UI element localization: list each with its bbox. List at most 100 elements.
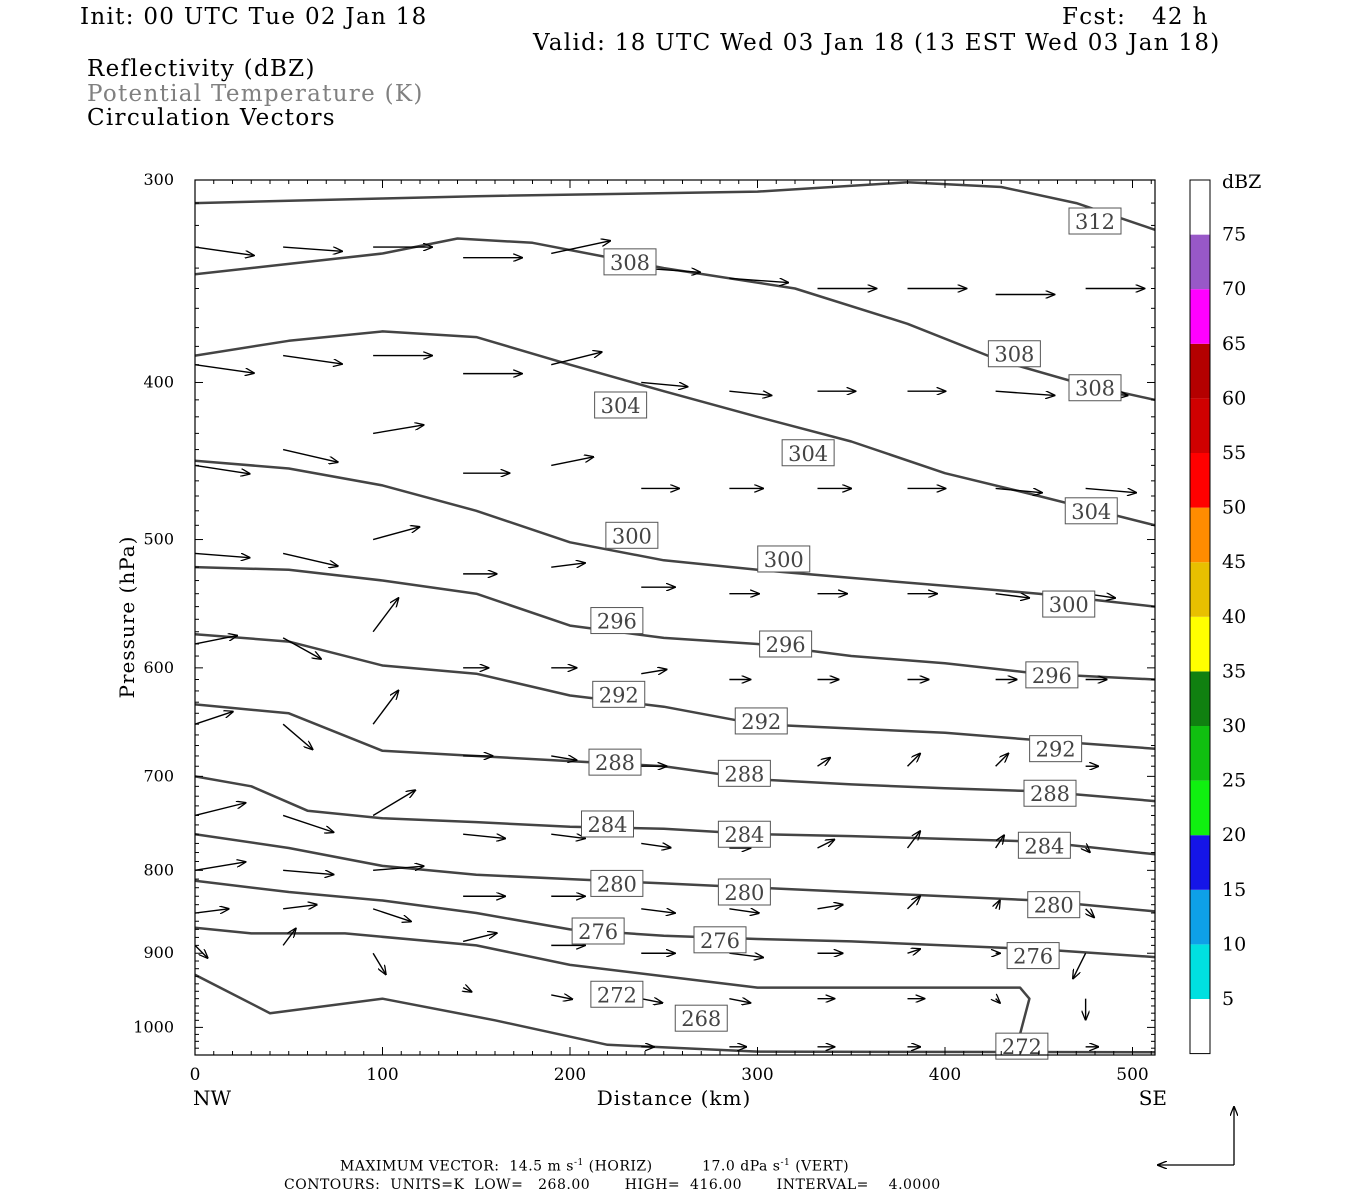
max-vector-label: MAXIMUM VECTOR: xyxy=(340,1158,500,1175)
circulation-vector xyxy=(729,277,788,282)
colorbar-segment xyxy=(1190,453,1210,508)
colorbar-label: 20 xyxy=(1222,824,1246,846)
colorbar-label: 50 xyxy=(1222,497,1246,519)
circulation-vector xyxy=(194,862,245,872)
colorbar-title: dBZ xyxy=(1222,171,1261,193)
contour-label: 272 xyxy=(597,983,637,1007)
contour-label: 276 xyxy=(1013,945,1053,969)
field-potential-temperature: Potential Temperature (K) xyxy=(87,81,424,107)
x-axis-title: Distance (km) xyxy=(597,1086,752,1110)
circulation-vector xyxy=(551,834,585,838)
x-tick-label: 100 xyxy=(366,1065,398,1085)
circulation-vector xyxy=(463,833,505,838)
contour-label: 308 xyxy=(1075,377,1115,401)
colorbar-segment xyxy=(1190,671,1210,726)
circulation-vector xyxy=(995,487,1042,492)
valid-time: Valid: 18 UTC Wed 03 Jan 18 (13 EST Wed … xyxy=(533,30,1221,56)
circulation-vector xyxy=(551,995,572,999)
colorbar-segment xyxy=(1190,726,1210,781)
contour-label-box xyxy=(674,1004,728,1032)
theta-contour-304 xyxy=(195,330,1155,527)
contour-label: 312 xyxy=(1075,210,1115,234)
contour-label: 296 xyxy=(766,633,806,657)
circulation-vector xyxy=(1073,952,1087,978)
y-tick-label: 1000 xyxy=(133,1017,174,1036)
circulation-vector xyxy=(817,905,843,909)
circulation-vector xyxy=(194,636,237,645)
x-tick-label: 200 xyxy=(554,1065,586,1085)
colorbar-segment xyxy=(1190,398,1210,453)
circulation-vector xyxy=(462,933,497,943)
colorbar-label: 60 xyxy=(1222,387,1246,409)
theta-contour-312 xyxy=(195,181,1155,231)
colorbar-segment xyxy=(1190,944,1210,999)
contour-label-box xyxy=(781,439,835,467)
colorbar-segment xyxy=(1190,999,1210,1054)
circulation-vector xyxy=(372,691,398,725)
contour-label: 276 xyxy=(700,929,740,953)
circulation-vector xyxy=(817,840,835,849)
contour-label-box xyxy=(1042,590,1096,618)
circulation-vector xyxy=(996,900,1000,908)
circulation-vector xyxy=(907,949,921,953)
colorbar-segment xyxy=(1190,343,1210,399)
theta-contour-284 xyxy=(195,775,1155,856)
circulation-vector xyxy=(729,953,763,957)
contour-label-box xyxy=(1064,497,1118,525)
vert-exponent: -1 xyxy=(780,1158,791,1168)
circulation-vector xyxy=(906,831,921,849)
contour-label-box xyxy=(734,707,788,735)
circulation-vector xyxy=(372,527,419,541)
contour-label-box xyxy=(693,926,747,954)
horiz-unit: (HORIZ) xyxy=(588,1158,653,1175)
circulation-vector xyxy=(194,464,250,473)
colorbar-label: 40 xyxy=(1222,606,1246,628)
contour-label-box xyxy=(1029,735,1083,763)
y-tick-label: 400 xyxy=(143,372,174,391)
circulation-vector xyxy=(1085,487,1136,492)
contour-label-box xyxy=(588,748,642,776)
circulation-vector xyxy=(194,246,254,255)
contour-label-box xyxy=(605,521,659,549)
contour-label: 280 xyxy=(597,872,637,896)
horiz-value: 14.5 m s xyxy=(509,1158,574,1175)
y-axis-title: Pressure (hPa) xyxy=(115,536,139,699)
colorbar-segment xyxy=(1190,234,1210,290)
colorbar-label: 65 xyxy=(1222,333,1246,355)
contour-label: 276 xyxy=(578,920,618,944)
contour-label: 288 xyxy=(724,762,764,786)
vert-value: 17.0 dPa s xyxy=(702,1158,781,1175)
contour-label-box xyxy=(717,759,771,787)
y-tick-label: 900 xyxy=(143,943,174,962)
contour-label: 284 xyxy=(1024,834,1064,858)
circulation-vector xyxy=(729,999,750,1003)
circulation-vector xyxy=(372,598,398,633)
circulation-vector xyxy=(373,866,423,872)
contour-label: 296 xyxy=(1032,664,1072,688)
circulation-vector xyxy=(282,637,321,659)
colorbar-label: 70 xyxy=(1222,278,1246,300)
contour-label-box xyxy=(1068,207,1122,235)
contour-label-box xyxy=(592,680,646,708)
circulation-vector xyxy=(551,756,576,760)
contour-label-box xyxy=(759,630,813,658)
contour-label: 300 xyxy=(764,548,804,572)
contour-label-box xyxy=(1068,374,1122,402)
circulation-vector xyxy=(194,712,233,725)
circulation-vector xyxy=(551,563,585,567)
theta-contour-300 xyxy=(195,459,1155,608)
x-end-label-se: SE xyxy=(1139,1086,1167,1110)
theta-contour-280 xyxy=(195,832,1155,913)
x-tick-label: 400 xyxy=(929,1065,961,1085)
forecast-hour: Fcst: 42 h xyxy=(1062,4,1209,30)
circulation-vector xyxy=(641,381,687,386)
contour-label-box xyxy=(1025,661,1079,689)
contour-label: 284 xyxy=(724,823,764,847)
circulation-vector xyxy=(282,448,338,463)
circulation-vector xyxy=(1086,909,1094,917)
horiz-exponent: -1 xyxy=(573,1158,584,1168)
colorbar-segment xyxy=(1190,780,1210,836)
y-tick-label: 600 xyxy=(143,658,174,677)
colorbar-segment xyxy=(1190,180,1210,235)
